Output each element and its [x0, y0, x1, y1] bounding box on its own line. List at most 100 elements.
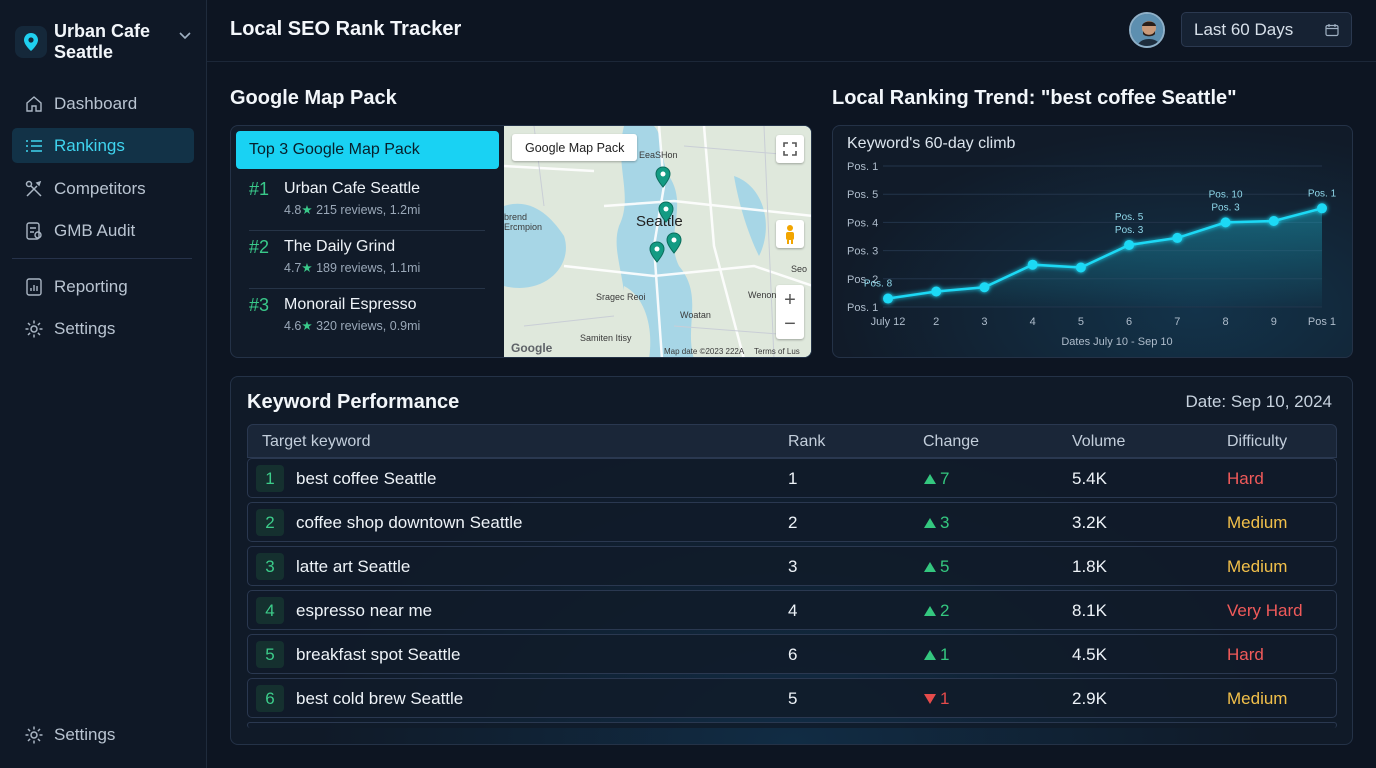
column-header-keyword[interactable]: Target keyword: [262, 433, 371, 450]
table-row[interactable]: 1 best coffee Seattle 1 7 5.4K Hard: [247, 458, 1337, 498]
home-icon: [26, 95, 42, 112]
brand-switcher[interactable]: Urban Cafe Seattle: [15, 20, 195, 64]
change-value: 3: [940, 513, 950, 532]
user-avatar-icon: [1131, 14, 1163, 46]
difficulty-cell: Medium: [1227, 689, 1288, 708]
sidebar-item-competitors[interactable]: Competitors: [12, 171, 194, 206]
data-point[interactable]: [1268, 215, 1279, 226]
data-point[interactable]: [979, 282, 990, 293]
sidebar-footer-settings[interactable]: Settings: [12, 717, 194, 752]
keyword-cell: espresso near me: [296, 601, 433, 620]
arrow-up-icon: [924, 562, 936, 572]
data-point[interactable]: [1172, 232, 1183, 243]
zoom-out-icon[interactable]: −: [784, 313, 796, 335]
table-row[interactable]: 6 best cold brew Seattle 5 1 2.9K Medium: [247, 678, 1337, 718]
data-point[interactable]: [1027, 259, 1038, 270]
rating-value: 4.8: [284, 203, 302, 217]
fullscreen-button[interactable]: [776, 135, 804, 163]
map-label: Samiten Itisy: [580, 333, 632, 343]
row-index: 6: [256, 685, 284, 712]
keyword-cell: latte art Seattle: [296, 557, 411, 576]
map-terms-link[interactable]: Terms of Lus: [754, 347, 800, 356]
table-row[interactable]: 3 latte art Seattle 3 5 1.8K Medium: [247, 546, 1337, 586]
table-row[interactable]: 5 breakfast spot Seattle 6 1 4.5K Hard: [247, 634, 1337, 674]
column-header-volume[interactable]: Volume: [1072, 433, 1126, 450]
sidebar-item-label: Settings: [54, 318, 116, 338]
y-tick-label: Pos. 3: [847, 246, 878, 258]
trend-area-fill: [888, 208, 1322, 307]
keyword-cell: best cold brew Seattle: [296, 689, 464, 708]
column-header-change[interactable]: Change: [923, 433, 980, 450]
sidebar-item-reporting[interactable]: Reporting: [12, 269, 194, 304]
map-pack-entry[interactable]: #1 Urban Cafe Seattle 4.8★ 215 reviews, …: [249, 173, 485, 231]
x-tick-label: 3: [981, 316, 987, 328]
keyword-performance-card: Keyword Performance Date: Sep 10, 2024 T…: [230, 376, 1353, 745]
sidebar-item-gmb-audit[interactable]: GMB Audit: [12, 213, 194, 248]
date-range-value: Last 60 Days: [1194, 19, 1294, 39]
map-pack-list: Top 3 Google Map Pack #1 Urban Cafe Seat…: [231, 126, 504, 357]
change-value: 7: [940, 469, 950, 488]
column-header-rank[interactable]: Rank: [788, 433, 826, 450]
change-cell: 7: [924, 469, 949, 489]
volume-cell: 8.1K: [1072, 601, 1107, 620]
avatar[interactable]: [1129, 12, 1165, 48]
map-pack-entry[interactable]: #2 The Daily Grind 4.7★ 189 reviews, 1.1…: [249, 231, 485, 289]
sidebar-item-label: Dashboard: [54, 93, 138, 113]
rating-value: 4.7: [284, 261, 302, 275]
street-view-button[interactable]: [776, 220, 804, 248]
sidebar-item-rankings[interactable]: Rankings: [12, 128, 194, 163]
table-row[interactable]: 2 coffee shop downtown Seattle 2 3 3.2K Mediu…: [247, 502, 1337, 542]
y-tick-label: Pos. 1: [847, 302, 878, 314]
date-range-select[interactable]: Last 60 Days: [1181, 12, 1352, 47]
page-title: Local SEO Rank Tracker: [230, 18, 462, 40]
rank-cell: 4: [788, 601, 798, 620]
map-label: brend: [504, 212, 528, 222]
chevron-down-icon[interactable]: [179, 32, 191, 40]
change-value: 2: [940, 601, 950, 620]
zoom-in-icon[interactable]: +: [784, 289, 796, 311]
data-point[interactable]: [1220, 217, 1231, 228]
x-tick-label: Pos 1: [1308, 316, 1336, 328]
map-pack-section-title: Google Map Pack: [230, 87, 397, 109]
keyword-cell: breakfast spot Seattle: [296, 645, 461, 664]
difficulty-cell: Hard: [1227, 469, 1264, 488]
data-point[interactable]: [1075, 262, 1086, 273]
map-tag: Google Map Pack: [512, 134, 638, 161]
arrow-up-icon: [924, 518, 936, 528]
map-label: Wenon: [748, 290, 777, 300]
table-row[interactable]: 4 espresso near me 4 2 8.1K Very Hard: [247, 590, 1337, 630]
review-meta: 189 reviews, 1.1mi: [316, 261, 421, 275]
data-point[interactable]: [931, 286, 942, 297]
data-point[interactable]: [883, 293, 893, 304]
data-point[interactable]: [1317, 203, 1327, 214]
star-icon: ★: [301, 203, 313, 217]
point-label: Pos. 10: [1209, 189, 1243, 200]
sidebar: Urban Cafe Seattle Dashboard Rankings Co…: [0, 0, 207, 768]
map-pack-entry[interactable]: #3 Monorail Espresso 4.6★ 320 reviews, 0…: [249, 289, 485, 347]
map-pack-name: The Daily Grind: [284, 238, 396, 255]
google-map[interactable]: Google Map Pack + − EeaSHon brend Ercmpi…: [504, 126, 811, 357]
map-pin-icon[interactable]: [649, 241, 665, 263]
volume-cell: 1.8K: [1072, 557, 1107, 576]
y-tick-label: Pos. 5: [847, 189, 878, 201]
trend-card: Keyword's 60-day climb Pos. 1 Pos. 5 Pos. …: [832, 125, 1353, 358]
sidebar-item-settings[interactable]: Settings: [12, 311, 194, 346]
brand-name: Urban Cafe Seattle: [54, 21, 151, 62]
change-value: 5: [940, 557, 950, 576]
map-pack-meta: 4.8★ 215 reviews, 1.2mi: [284, 202, 420, 217]
map-attribution: Map date ©2023 222A: [664, 347, 745, 356]
map-label: Sragec Reoi: [596, 292, 646, 302]
map-pin-icon[interactable]: [658, 201, 674, 223]
map-pin-icon[interactable]: [666, 232, 682, 254]
map-pin-icon[interactable]: [655, 166, 671, 188]
sidebar-item-label: Competitors: [54, 178, 146, 198]
map-pack-rank: #3: [249, 295, 270, 315]
sidebar-item-dashboard[interactable]: Dashboard: [12, 86, 194, 121]
data-point[interactable]: [1124, 239, 1135, 250]
google-logo: Google: [511, 341, 553, 355]
column-header-difficulty[interactable]: Difficulty: [1227, 433, 1288, 450]
x-tick-label: 7: [1174, 316, 1180, 328]
y-tick-label: Pos. 4: [847, 217, 878, 229]
x-tick-label: 9: [1271, 316, 1277, 328]
row-index: 1: [256, 465, 284, 492]
